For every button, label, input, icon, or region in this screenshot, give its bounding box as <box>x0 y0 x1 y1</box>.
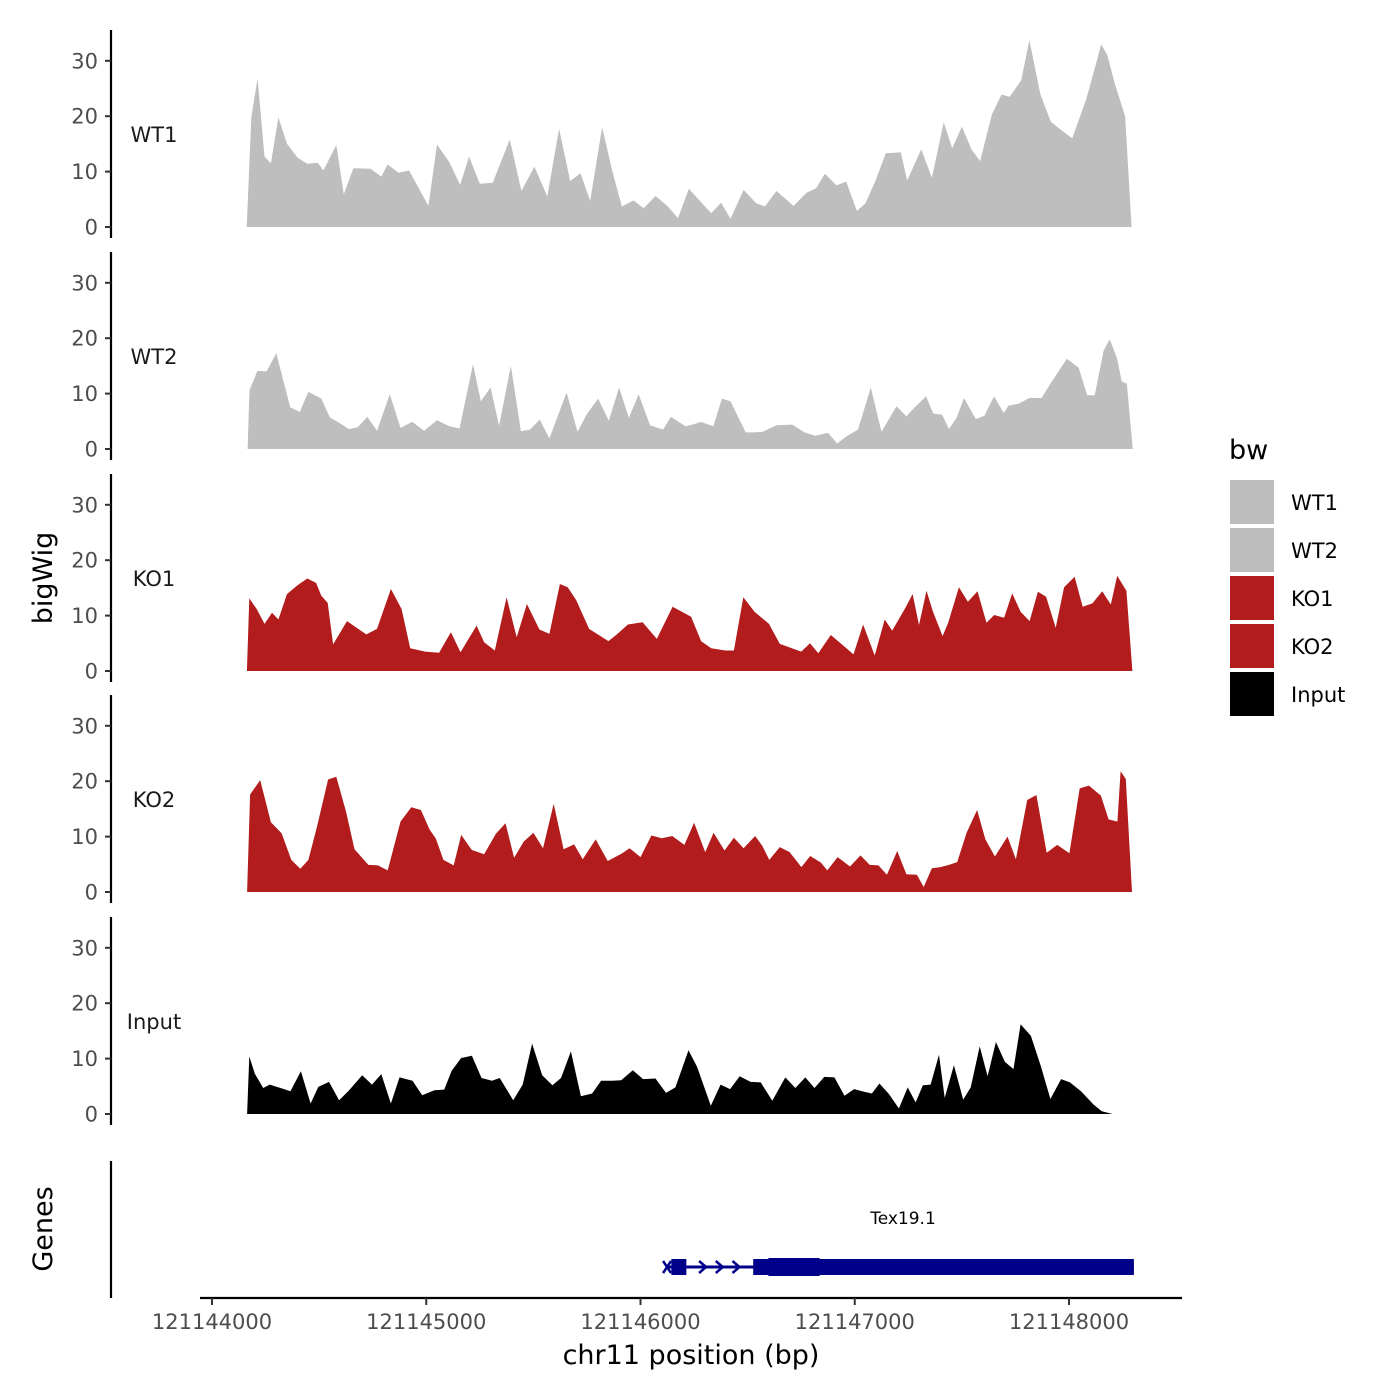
y-tick-label-wt2-30: 30 <box>71 271 98 295</box>
legend-key-input <box>1230 672 1274 716</box>
gene-start-marker <box>662 1260 673 1274</box>
y-tick-label-input-30: 30 <box>71 936 98 960</box>
panel-label-ko2: KO2 <box>133 788 176 812</box>
panel-wt1: 0 10 20 30 WT1 <box>71 30 1132 240</box>
y-tick-label-wt1-30: 30 <box>71 49 98 73</box>
y-tick-label-ko1-30: 30 <box>71 493 98 517</box>
series-area-ko2 <box>247 771 1133 892</box>
strand-arrow <box>731 1260 742 1274</box>
y-tick-label-wt1-0: 0 <box>85 216 98 240</box>
legend-key-wt1 <box>1230 480 1274 524</box>
exon-2 <box>753 1259 1134 1275</box>
y-tick-label-ko2-10: 10 <box>71 825 98 849</box>
series-area-ko1 <box>246 575 1133 671</box>
panel-label-input: Input <box>127 1010 181 1034</box>
legend-label-wt2: WT2 <box>1291 539 1338 563</box>
y-tick-label-input-10: 10 <box>71 1047 98 1071</box>
x-tick-label-121146000: 121146000 <box>580 1310 700 1334</box>
legend: bw WT1 WT2 KO1 KO2 Input <box>1229 435 1345 716</box>
y-tick-label-input-0: 0 <box>85 1103 98 1127</box>
x-tick-label-121144000: 121144000 <box>152 1310 272 1334</box>
legend-label-ko2: KO2 <box>1291 635 1334 659</box>
x-axis-title: chr11 position (bp) <box>563 1340 820 1371</box>
x-tick-label-121148000: 121148000 <box>1009 1310 1129 1334</box>
track-panels: 0 10 20 30 WT1 0 10 20 30 WT2 0 10 20 30 KO1 0 10 20 30 KO2… <box>71 30 1133 1127</box>
y-tick-label-ko2-0: 0 <box>85 881 98 905</box>
gene-model <box>662 1258 1134 1276</box>
series-area-wt1 <box>246 40 1132 227</box>
exon-1 <box>671 1259 687 1275</box>
x-tick-label-121147000: 121147000 <box>795 1310 915 1334</box>
coding-region <box>768 1258 820 1276</box>
y-tick-label-wt1-20: 20 <box>71 105 98 129</box>
strand-arrow <box>698 1260 708 1274</box>
legend-key-ko1 <box>1230 576 1274 620</box>
y-tick-label-ko2-30: 30 <box>71 714 98 738</box>
y-tick-label-ko1-0: 0 <box>85 660 98 684</box>
legend-title: bw <box>1229 435 1268 466</box>
y-tick-label-wt2-20: 20 <box>71 327 98 351</box>
panel-input: 0 10 20 30 Input <box>71 917 1133 1127</box>
panel-ko1: 0 10 20 30 KO1 <box>71 474 1133 684</box>
series-area-input <box>247 1024 1133 1114</box>
panel-label-wt1: WT1 <box>131 123 178 147</box>
legend-key-wt2 <box>1230 528 1274 572</box>
panel-label-ko1: KO1 <box>133 567 176 591</box>
gene-label: Tex19.1 <box>869 1209 936 1229</box>
y-tick-label-wt2-0: 0 <box>85 438 98 462</box>
y-tick-label-ko2-20: 20 <box>71 770 98 794</box>
legend-key-ko2 <box>1230 624 1274 668</box>
panel-ko2: 0 10 20 30 KO2 <box>71 695 1133 905</box>
strand-arrow <box>714 1260 725 1274</box>
panel-label-wt2: WT2 <box>131 345 178 369</box>
y-tick-label-ko1-10: 10 <box>71 604 98 628</box>
legend-label-wt1: WT1 <box>1291 491 1338 515</box>
x-axis: 121144000 121145000 121146000 121147000 1211… <box>152 1296 1182 1334</box>
legend-label-input: Input <box>1291 683 1345 707</box>
y-tick-label-wt1-10: 10 <box>71 160 98 184</box>
y-tick-label-input-20: 20 <box>71 992 98 1016</box>
gene-track-panel: Genes Tex19.1 <box>28 1161 1134 1298</box>
series-area-wt2 <box>247 339 1133 449</box>
genes-axis-title: Genes <box>28 1186 59 1271</box>
y-tick-label-wt2-10: 10 <box>71 382 98 406</box>
y-tick-label-ko1-20: 20 <box>71 549 98 573</box>
x-tick-label-121145000: 121145000 <box>366 1310 486 1334</box>
panel-wt2: 0 10 20 30 WT2 <box>71 252 1133 462</box>
legend-label-ko1: KO1 <box>1291 587 1334 611</box>
y-axis-title: bigWig <box>28 532 59 625</box>
